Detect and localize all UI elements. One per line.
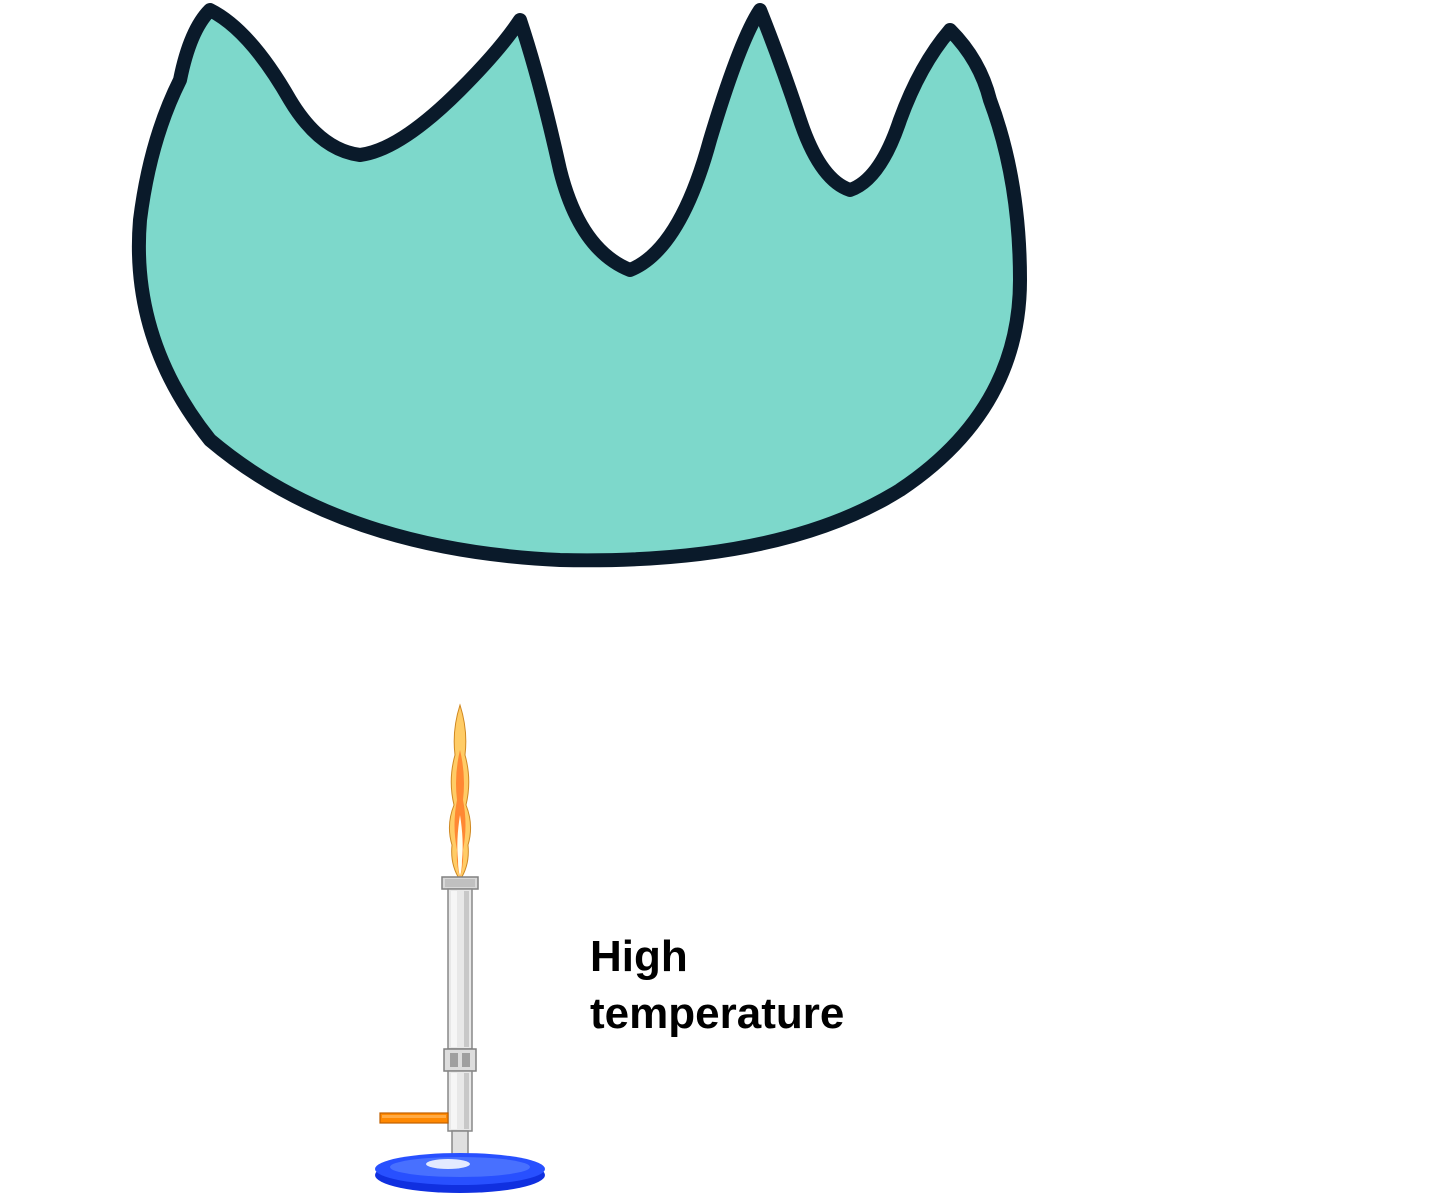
burner-air-collar: [444, 1049, 476, 1071]
blob-path: [139, 10, 1020, 560]
burner-base: [375, 1153, 545, 1193]
bunsen-burner: [360, 695, 560, 1200]
blob-shape: [60, 0, 1060, 605]
flame-icon: [449, 705, 470, 880]
label-line-1: High: [590, 928, 844, 985]
label-line-2: temperature: [590, 985, 844, 1042]
temperature-label: High temperature: [590, 928, 844, 1042]
diagram-container: High temperature: [0, 0, 1436, 1200]
